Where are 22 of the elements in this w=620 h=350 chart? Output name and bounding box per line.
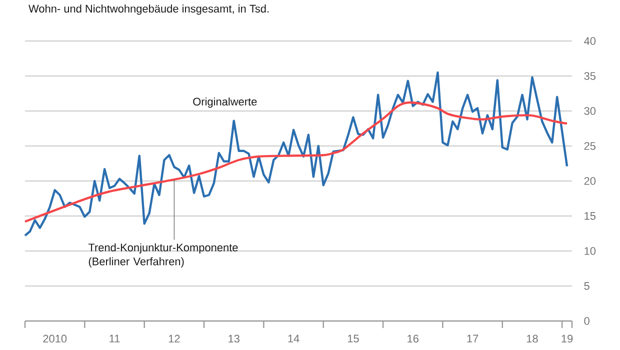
text: Trend-Konjunktur-Komponente (Berliner Verfahren) [88,243,238,268]
x-tick-label: 14 [288,334,300,342]
series-label: Originalwerte [193,97,257,108]
y-tick-label: 25 [584,142,596,150]
y-tick-label: 20 [584,177,596,185]
x-tick-label: 2010 [43,334,67,343]
x-tick-label: 16 [408,334,418,343]
x-tick-label: 11 [110,334,120,342]
y-tick-label: 0 [584,317,590,325]
y-tick-label: 10 [584,247,596,255]
x-tick-label: 18 [526,334,538,343]
x-tick-label: 17 [467,334,478,342]
x-tick-label: 19 [562,334,573,343]
y-tick-label: 35 [584,72,596,80]
y-tick-label: 5 [584,282,590,290]
x-tick-label: 15 [348,334,359,342]
x-tick-label: 12 [168,334,180,342]
y-tick-label: 15 [584,212,596,220]
y-tick-label: 40 [584,37,596,45]
y-tick-label: 30 [584,107,596,115]
x-tick-label: 13 [228,334,240,343]
chart-subtitle: Wohn- und Nichtwohngebäude insgesamt, in Tsd. [28,4,269,15]
